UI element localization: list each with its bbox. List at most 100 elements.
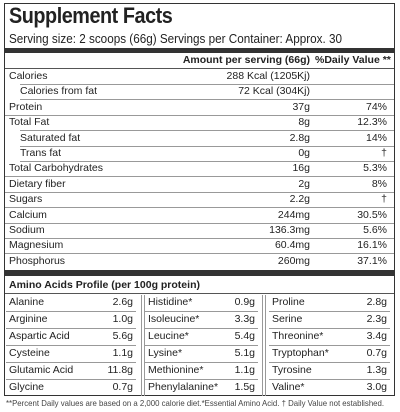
row-rule <box>20 145 394 147</box>
row-rule <box>20 130 394 132</box>
amino-value: 5.4g <box>234 330 255 342</box>
nutrient-amount: 8g <box>298 116 310 129</box>
amino-name: Serine <box>272 313 303 325</box>
nutrient-amount: 0g <box>298 147 310 159</box>
amino-name: Threonine* <box>272 330 324 342</box>
nutrient-name: Trans fat <box>20 147 62 159</box>
nutrient-name: Magnesium <box>9 239 64 252</box>
nutrient-dv: 30.5% <box>357 208 387 221</box>
row-rule <box>145 379 258 380</box>
row-rule <box>269 311 390 312</box>
amino-value: 11.8g <box>107 364 134 376</box>
serving-info: Serving size: 2 scoops (66g) Servings pe… <box>9 31 342 46</box>
column-rule <box>144 295 145 396</box>
amino-name: Methionine* <box>148 364 204 376</box>
row-rule <box>269 379 390 380</box>
amino-value: 2.6g <box>112 296 133 308</box>
row-rule <box>145 362 258 363</box>
row-rule <box>6 362 136 363</box>
row-rule <box>5 253 394 255</box>
row-rule <box>6 345 136 346</box>
row-rule <box>6 328 136 329</box>
amino-value: 2.8g <box>366 296 387 308</box>
row-rule <box>145 328 258 329</box>
row-rule <box>269 328 390 329</box>
amino-value: 1.1g <box>112 347 133 359</box>
nutrient-dv: 14% <box>365 131 387 144</box>
nutrient-amount: 288 Kcal (1205Kj) <box>226 70 310 82</box>
footnote: **Percent Daily values are based on a 2,… <box>6 398 385 408</box>
amino-value: 2.3g <box>366 313 387 325</box>
row-rule <box>5 68 394 69</box>
row-rule <box>5 114 394 116</box>
nutrient-dv: 8% <box>371 177 387 190</box>
amino-name: Tyrosine <box>272 364 312 376</box>
row-rule <box>5 293 394 294</box>
nutrient-amount: 2.8g <box>289 131 310 144</box>
nutrient-amount: 260mg <box>277 254 310 267</box>
nutrient-amount: 2.2g <box>289 193 310 206</box>
column-rule <box>262 295 263 396</box>
nutrient-dv: † <box>381 147 387 159</box>
nutrient-dv: † <box>381 193 387 206</box>
nutrient-amount: 136.3mg <box>269 224 310 236</box>
amino-value: 1.1g <box>234 364 255 376</box>
nutrient-amount: 16g <box>292 162 310 175</box>
amino-name: Proline <box>272 296 305 308</box>
row-rule <box>269 362 390 363</box>
dv-header: %Daily Value ** <box>315 54 391 66</box>
nutrient-amount: 244mg <box>277 208 310 221</box>
row-rule <box>145 311 258 312</box>
nutrient-name: Calcium <box>9 208 47 221</box>
amino-value: 3.4g <box>366 330 387 342</box>
thick-rule <box>5 270 394 276</box>
amino-value: 1.0g <box>112 313 133 325</box>
row-rule <box>5 207 394 209</box>
amino-name: Lysine* <box>148 347 183 359</box>
amino-value: 1.5g <box>234 381 255 393</box>
nutrient-dv: 12.3% <box>357 116 387 129</box>
nutrient-name: Phosphorus <box>9 254 66 267</box>
amino-name: Leucine* <box>148 330 189 342</box>
nutrient-amount: 72 Kcal (304Kj) <box>238 85 310 98</box>
amino-name: Aspartic Acid <box>9 330 70 342</box>
nutrient-dv: 5.6% <box>363 224 387 236</box>
row-rule <box>5 222 394 224</box>
amino-name: Alanine <box>9 296 45 308</box>
column-rule <box>141 295 142 396</box>
nutrient-name: Saturated fat <box>20 131 81 144</box>
amino-value: 0.7g <box>366 347 387 359</box>
amino-name: Valine* <box>272 381 305 393</box>
amino-name: Cysteine <box>9 347 50 359</box>
row-rule <box>5 237 394 239</box>
nutrient-name: Total Carbohydrates <box>9 162 103 175</box>
nutrient-name: Dietary fiber <box>9 177 66 190</box>
amino-name: Histidine* <box>148 296 193 308</box>
row-rule <box>20 99 394 101</box>
nutrient-amount: 37g <box>292 100 310 113</box>
amino-name: Tryptophan* <box>272 347 329 359</box>
amino-value: 3.3g <box>234 313 255 325</box>
row-rule <box>6 311 136 312</box>
nutrient-amount: 60.4mg <box>274 239 310 252</box>
amino-name: Glycine <box>9 381 45 393</box>
amino-name: Phenylalanine* <box>148 381 219 393</box>
nutrient-name: Calories <box>9 70 48 82</box>
nutrient-name: Sugars <box>9 193 43 206</box>
nutrient-dv: 5.3% <box>363 162 387 175</box>
label-border <box>4 3 395 396</box>
row-rule <box>269 345 390 346</box>
row-rule <box>5 191 394 193</box>
nutrient-name: Sodium <box>9 224 45 236</box>
amino-name: Arginine <box>9 313 48 325</box>
nutrient-dv: 37.1% <box>357 254 387 267</box>
amino-value: 3.0g <box>366 381 387 393</box>
nutrient-name: Total Fat <box>9 116 50 129</box>
row-rule <box>20 83 394 85</box>
thick-rule <box>5 48 394 53</box>
nutrient-amount: 2g <box>298 177 310 190</box>
amino-value: 5.1g <box>234 347 255 359</box>
nutrient-dv: 16.1% <box>357 239 387 252</box>
nutrient-name: Protein <box>9 100 43 113</box>
